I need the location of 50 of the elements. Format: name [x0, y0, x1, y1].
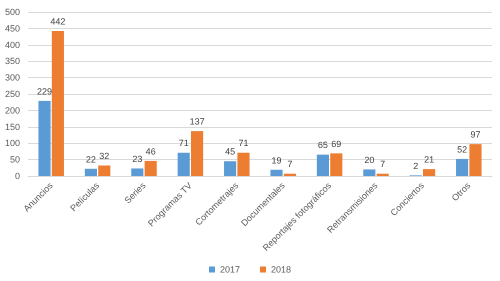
data-label: 2 [413, 160, 418, 171]
y-tick-label: 350 [4, 56, 20, 66]
y-tick-label: 500 [4, 7, 20, 17]
y-tick-label: 300 [4, 72, 20, 83]
data-label: 442 [50, 16, 66, 27]
data-label: 46 [146, 146, 156, 156]
bar [84, 168, 97, 176]
legend-label: 2017 [220, 264, 240, 274]
data-label: 229 [37, 86, 52, 96]
data-label: 21 [424, 154, 434, 165]
bar [316, 154, 329, 176]
bar [38, 100, 51, 176]
bar [224, 161, 236, 176]
data-label: 7 [287, 159, 292, 170]
bar [191, 131, 204, 176]
bar [330, 153, 342, 176]
bar [363, 169, 376, 176]
data-label: 52 [457, 144, 468, 154]
legend-label: 2018 [271, 264, 292, 274]
bar [237, 152, 250, 176]
bar [131, 168, 144, 176]
y-tick-label: 50 [10, 154, 20, 165]
data-label: 32 [99, 151, 110, 162]
y-tick-label: 400 [4, 40, 20, 50]
bar [144, 160, 157, 176]
data-label: 97 [470, 130, 480, 140]
y-tick-label: 450 [4, 23, 20, 34]
bar [98, 166, 110, 176]
data-label: 71 [178, 138, 189, 148]
data-label: 7 [380, 159, 386, 170]
data-label: 22 [86, 154, 96, 164]
y-tick-label: 150 [4, 122, 20, 132]
data-label: 69 [331, 138, 342, 149]
data-label: 137 [190, 116, 205, 127]
bar [469, 144, 482, 176]
y-tick-label: 100 [4, 138, 20, 148]
data-label: 71 [238, 138, 248, 148]
data-label: 19 [272, 155, 282, 166]
y-tick-label: 0 [14, 171, 20, 181]
bar [178, 152, 190, 176]
data-label: 65 [318, 140, 328, 150]
data-label: 20 [364, 154, 374, 165]
bar [423, 169, 436, 176]
bar [456, 158, 468, 176]
bar [270, 170, 283, 176]
data-label: 45 [225, 146, 236, 157]
bar [52, 31, 64, 176]
y-tick-label: 250 [4, 89, 20, 99]
y-tick-label: 200 [4, 105, 20, 116]
data-label: 23 [132, 154, 142, 164]
